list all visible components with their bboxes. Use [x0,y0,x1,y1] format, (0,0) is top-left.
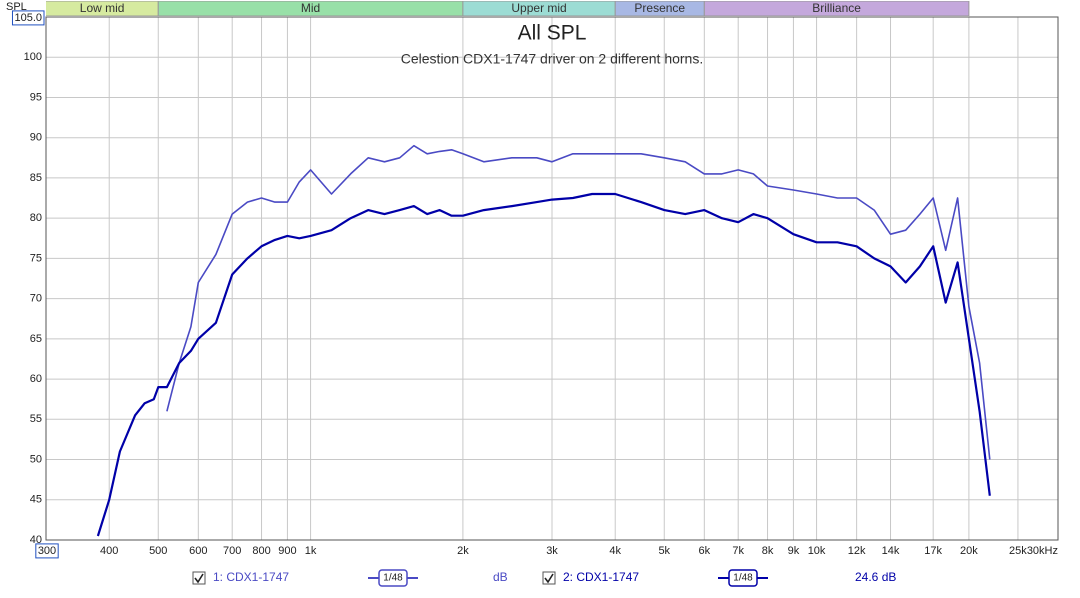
x-tick-label: 1k [305,545,317,557]
plot-border [45,16,1059,541]
x-tick-label: 300 [38,545,56,557]
x-tick-label: 20k [960,545,978,557]
x-tick-label: 30kHz [1027,545,1058,557]
band [703,1,970,16]
y-axis-label: SPL [6,1,27,13]
y-tick-label: 90 [30,132,42,144]
x-tick-label: 500 [149,545,167,557]
legend-label: 2: CDX1-1747 [563,570,639,584]
y-tick-label: 95 [30,91,42,103]
band-label: Presence [634,1,685,15]
x-tick-label: 2k [457,545,469,557]
y-tick-label: 55 [30,413,42,425]
series-line [96,192,991,537]
x-tick-label: 800 [252,545,270,557]
x-tick-label: 8k [762,545,774,557]
smoothing-label: 1/48 [733,573,753,584]
x-tick-label: 3k [546,545,558,557]
legend-checkmark [544,573,554,584]
x-tick-label: 6k [699,545,711,557]
legend-label: 1: CDX1-1747 [213,570,289,584]
x-tick-label: 600 [189,545,207,557]
lines [96,144,991,537]
x-tick-label: 25k [1009,545,1027,557]
legend-checkbox[interactable] [192,571,206,585]
band-label: Mid [301,1,320,15]
band-label: Upper mid [511,1,566,15]
chart-title: All SPL [518,22,587,45]
y-limit-box [11,10,45,26]
x-limit-box [35,543,59,559]
y-tick-label: 105.0 [14,12,42,24]
legend: 1: CDX1-1747 1/48 dB 2: CDX1-1747 1/48 24.6 d… [192,569,896,587]
y-tick-label: 70 [30,293,42,305]
x-tick-label: 400 [100,545,118,557]
series-line [166,144,991,460]
y-tick-label: 100 [24,51,42,63]
offset-label: dB [493,570,508,584]
y-tick-label: 40 [30,534,42,546]
x-tick-label: 9k [788,545,800,557]
x-tick-label: 10k [808,545,826,557]
x-tick-label: 14k [882,545,900,557]
chart-subtitle: Celestion CDX1-1747 driver on 2 differen… [401,51,703,67]
x-tick-label: 700 [223,545,241,557]
x-tick-label: 900 [278,545,296,557]
smoothing-box[interactable] [728,569,758,587]
legend-checkbox[interactable] [542,571,556,585]
y-tick-label: 45 [30,494,42,506]
grid [45,16,1059,541]
smoothing-box[interactable] [378,569,408,587]
x-tick-label: 17k [924,545,942,557]
bands: Low mid Mid Upper mid Presence Brilliance [46,1,970,16]
y-tick-label: 50 [30,453,42,465]
y-tick-label: 80 [30,212,42,224]
y-tick-label: 65 [30,333,42,345]
x-tick-label: 4k [609,545,621,557]
smoothing-label: 1/48 [383,573,403,584]
y-tick-label: 60 [30,373,42,385]
y-tick-label: 85 [30,172,42,184]
y-tick-label: 75 [30,252,42,264]
x-tick-label: 7k [732,545,744,557]
x-tick-label: 12k [848,545,866,557]
offset-label: 24.6 dB [855,570,896,584]
band-label: Brilliance [812,1,861,15]
x-tick-label: 5k [658,545,670,557]
legend-checkmark [194,573,204,584]
band-label: Low mid [80,1,125,15]
